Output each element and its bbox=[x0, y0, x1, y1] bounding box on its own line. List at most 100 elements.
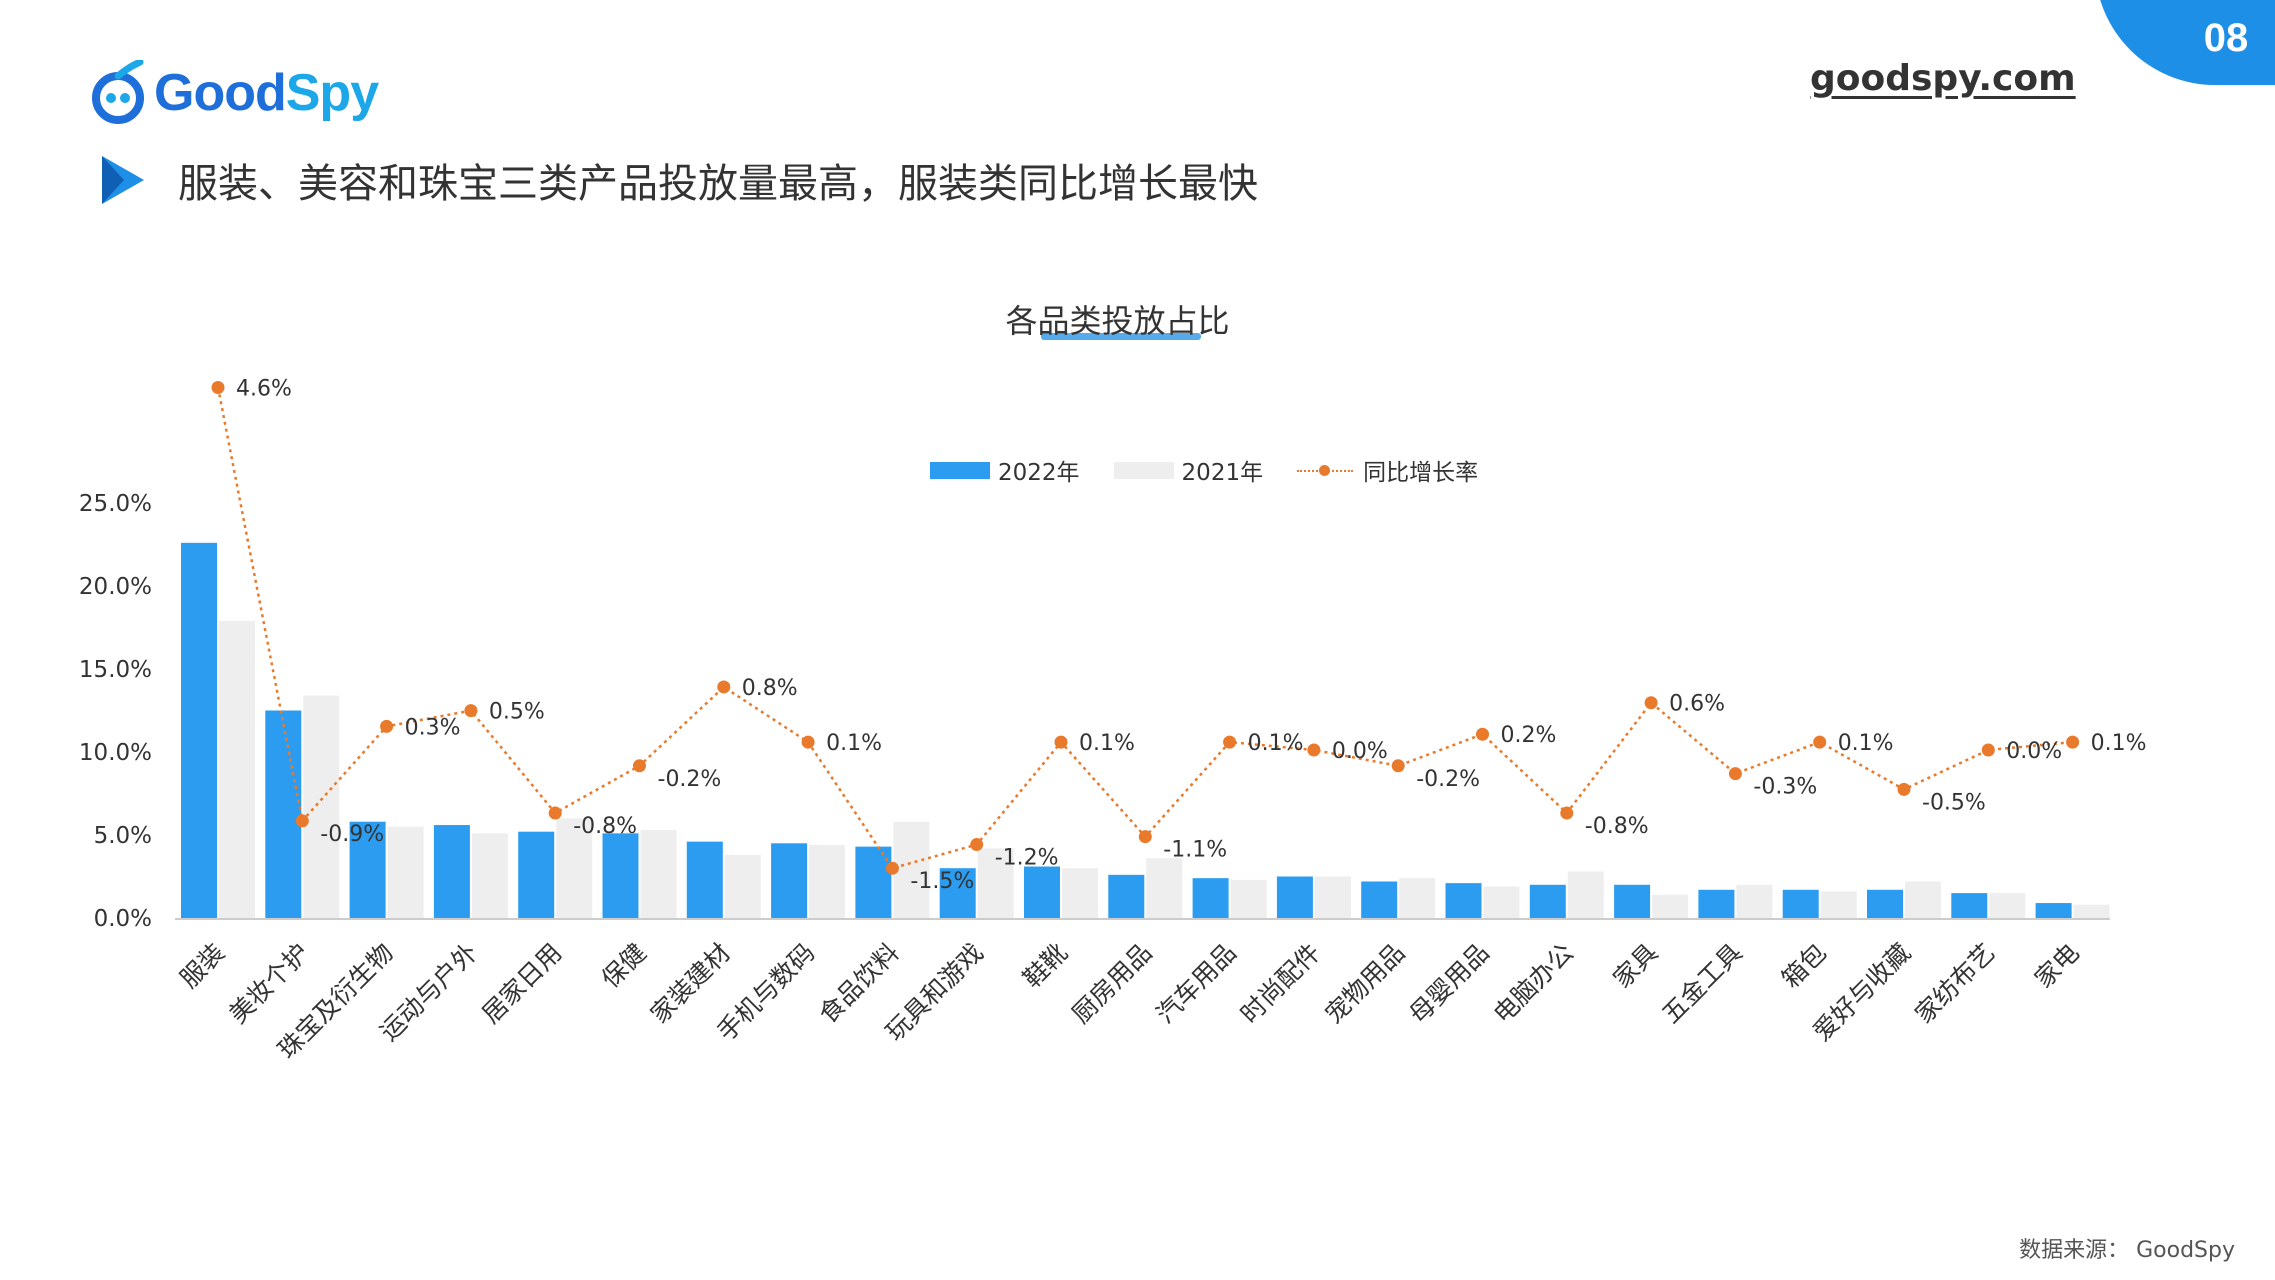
play-arrow-icon bbox=[102, 156, 144, 204]
chart-legend: 2022年 2021年 同比增长率 bbox=[930, 454, 1512, 486]
bar-2022[interactable] bbox=[518, 831, 555, 918]
bar-2022[interactable] bbox=[1192, 878, 1229, 918]
x-tick-label: 鞋靴 bbox=[1017, 938, 1073, 994]
growth-point[interactable] bbox=[1897, 782, 1911, 796]
growth-point[interactable] bbox=[1560, 806, 1574, 820]
growth-point[interactable] bbox=[548, 806, 562, 820]
growth-point[interactable] bbox=[380, 719, 394, 733]
growth-data-label: -0.9% bbox=[320, 822, 384, 847]
bar-2022[interactable] bbox=[939, 868, 976, 918]
bar-2021[interactable] bbox=[1230, 879, 1267, 918]
bar-2022[interactable] bbox=[602, 833, 639, 918]
legend-item-2021[interactable]: 2021年 bbox=[1113, 453, 1264, 487]
growth-point[interactable] bbox=[1391, 759, 1405, 773]
x-tick-label: 箱包 bbox=[1776, 938, 1832, 994]
bar-2021[interactable] bbox=[1483, 886, 1520, 918]
bar-2021[interactable] bbox=[1567, 871, 1604, 918]
x-tick-label: 保健 bbox=[596, 938, 652, 994]
bar-2021[interactable] bbox=[893, 821, 930, 918]
bar-2021[interactable] bbox=[1146, 858, 1183, 918]
growth-point[interactable] bbox=[211, 381, 225, 395]
growth-point[interactable] bbox=[1728, 767, 1742, 781]
bar-2021[interactable] bbox=[471, 833, 508, 918]
growth-point[interactable] bbox=[885, 861, 899, 875]
growth-point[interactable] bbox=[717, 680, 731, 694]
bar-2022[interactable] bbox=[1867, 889, 1903, 918]
site-url[interactable]: goodspy.com bbox=[1810, 58, 2076, 99]
bar-2022[interactable] bbox=[1951, 893, 1988, 918]
growth-point[interactable] bbox=[1981, 743, 1995, 757]
growth-point[interactable] bbox=[295, 814, 309, 828]
bar-2022[interactable] bbox=[433, 825, 470, 918]
growth-data-label: -0.8% bbox=[1585, 814, 1649, 839]
bar-2021[interactable] bbox=[809, 844, 846, 918]
bar-2021[interactable] bbox=[1820, 891, 1857, 918]
bar-2021[interactable] bbox=[1989, 893, 2026, 918]
bar-2021[interactable] bbox=[1736, 884, 1773, 918]
bar-2022[interactable] bbox=[349, 821, 386, 918]
headline-text: 服装、美容和珠宝三类产品投放量最高，服装类同比增长最快 bbox=[178, 161, 1258, 207]
bar-2022[interactable] bbox=[181, 542, 217, 918]
bar-2021[interactable] bbox=[1905, 881, 1941, 918]
page-number: 08 bbox=[2203, 16, 2249, 60]
bar-2022[interactable] bbox=[1361, 881, 1398, 918]
growth-data-label: 0.3% bbox=[405, 715, 461, 740]
growth-point[interactable] bbox=[1476, 727, 1489, 741]
growth-point[interactable] bbox=[464, 704, 478, 718]
y-tick-label: 10.0% bbox=[79, 740, 152, 766]
bar-2021[interactable] bbox=[387, 826, 424, 918]
growth-point[interactable] bbox=[1813, 735, 1827, 749]
bar-2021[interactable] bbox=[556, 818, 593, 918]
bar-2021[interactable] bbox=[1062, 868, 1098, 918]
bar-2021[interactable] bbox=[219, 620, 255, 918]
growth-point[interactable] bbox=[633, 759, 646, 773]
growth-point[interactable] bbox=[1054, 735, 1068, 749]
headline: 服装、美容和珠宝三类产品投放量最高，服装类同比增长最快 bbox=[98, 150, 1258, 210]
x-tick-label: 服装 bbox=[174, 938, 230, 994]
growth-data-label: 4.6% bbox=[236, 377, 292, 402]
bar-2022[interactable] bbox=[855, 846, 892, 918]
legend-item-growth[interactable]: 同比增长率 bbox=[1297, 453, 1478, 487]
growth-data-label: 0.1% bbox=[1838, 731, 1894, 756]
growth-point[interactable] bbox=[970, 838, 984, 852]
growth-point[interactable] bbox=[1644, 696, 1658, 710]
bar-2022[interactable] bbox=[1782, 889, 1819, 918]
bar-2021[interactable] bbox=[303, 695, 340, 918]
bar-2022[interactable] bbox=[686, 841, 723, 918]
bar-2022[interactable] bbox=[1529, 884, 1566, 918]
growth-point[interactable] bbox=[1138, 830, 1152, 844]
y-axis: 0.0% 5.0% 10.0% 15.0% 20.0% 25.0% bbox=[79, 491, 152, 932]
growth-point[interactable] bbox=[801, 735, 815, 749]
bar-2021[interactable] bbox=[640, 830, 677, 918]
growth-point[interactable] bbox=[1307, 743, 1321, 757]
growth-data-label: -0.5% bbox=[1922, 790, 1986, 815]
legend-item-2022[interactable]: 2022年 bbox=[930, 453, 1080, 487]
bar-2022[interactable] bbox=[1614, 884, 1651, 918]
growth-data-label: 0.8% bbox=[742, 676, 798, 701]
data-source: 数据来源： GoodSpy bbox=[2019, 1238, 2235, 1263]
bar-2022[interactable] bbox=[265, 710, 302, 919]
bar-2022[interactable] bbox=[2035, 903, 2072, 918]
bar-2021[interactable] bbox=[2073, 904, 2110, 918]
y-tick-label: 25.0% bbox=[79, 491, 152, 517]
growth-data-label: 0.1% bbox=[826, 731, 882, 756]
x-tick-label: 家纺布艺 bbox=[1909, 938, 2000, 1029]
bar-2022[interactable] bbox=[1108, 874, 1145, 918]
bar-2022[interactable] bbox=[1445, 883, 1482, 918]
bar-2022[interactable] bbox=[1024, 866, 1060, 918]
bar-2021[interactable] bbox=[1314, 876, 1351, 919]
bar-2022[interactable] bbox=[1276, 876, 1313, 919]
growth-line-layer: 4.6% -0.9% 0.3% 0.5% -0.8% -0.2% 0.8% 0.1% -1.5%… bbox=[211, 377, 2147, 894]
bar-2021[interactable] bbox=[977, 848, 1014, 918]
legend-label-2021: 2021年 bbox=[1181, 460, 1264, 486]
bar-2021[interactable] bbox=[1652, 894, 1689, 918]
growth-point[interactable] bbox=[2066, 735, 2080, 749]
bar-2022[interactable] bbox=[771, 843, 808, 918]
goodspy-logo-icon bbox=[92, 60, 144, 124]
growth-data-label: 0.0% bbox=[1332, 739, 1388, 764]
bar-2021[interactable] bbox=[724, 854, 761, 918]
bar-2021[interactable] bbox=[1399, 878, 1436, 918]
legend-swatch-2022 bbox=[930, 461, 990, 479]
bar-2022[interactable] bbox=[1698, 889, 1735, 918]
growth-point[interactable] bbox=[1223, 735, 1237, 749]
